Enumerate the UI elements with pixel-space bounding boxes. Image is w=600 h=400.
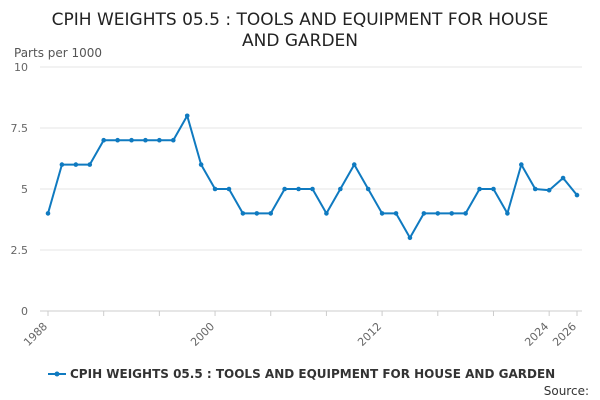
y-tick-labels: 0 2.5 5 7.5 10 — [11, 61, 29, 318]
data-point[interactable] — [310, 186, 315, 192]
data-point[interactable] — [421, 211, 427, 216]
y-axis-title: Parts per 1000 — [14, 46, 102, 60]
data-point[interactable] — [574, 192, 580, 198]
data-point[interactable] — [463, 211, 468, 216]
data-point[interactable] — [115, 137, 120, 143]
data-point[interactable] — [198, 162, 204, 167]
data-point[interactable] — [491, 186, 496, 192]
data-point[interactable] — [212, 186, 218, 192]
data-point[interactable] — [519, 162, 524, 167]
x-tick-label: 1988 — [21, 320, 50, 349]
data-point[interactable] — [560, 175, 566, 181]
grid-lines — [40, 66, 582, 316]
data-point[interactable] — [365, 186, 371, 192]
data-point[interactable] — [296, 186, 301, 192]
legend-label: CPIH WEIGHTS 05.5 : TOOLS AND EQUIPMENT … — [70, 367, 555, 381]
data-point[interactable] — [282, 186, 287, 192]
data-point[interactable] — [268, 211, 274, 216]
data-point[interactable] — [477, 186, 482, 192]
data-point[interactable] — [532, 186, 538, 192]
data-point[interactable] — [407, 235, 413, 241]
data-point[interactable] — [45, 211, 51, 216]
data-point[interactable] — [129, 137, 134, 143]
data-point[interactable] — [351, 162, 357, 167]
data-point[interactable] — [254, 211, 260, 216]
data-point[interactable] — [240, 211, 246, 216]
x-tick-label: 2000 — [188, 320, 217, 349]
x-tick-label: 2026 — [550, 320, 579, 349]
data-point[interactable] — [324, 211, 329, 216]
data-point[interactable] — [184, 113, 190, 119]
chart-title-line-2: AND GARDEN — [242, 31, 358, 51]
data-point[interactable] — [379, 211, 385, 216]
y-tick-label: 7.5 — [11, 122, 29, 135]
data-point[interactable] — [73, 162, 79, 167]
data-point[interactable] — [338, 186, 343, 192]
chart-title-line-1: CPIH WEIGHTS 05.5 : TOOLS AND EQUIPMENT … — [52, 10, 549, 30]
data-point[interactable] — [59, 162, 65, 167]
data-point[interactable] — [87, 162, 93, 167]
y-tick-label: 0 — [21, 305, 28, 318]
data-point[interactable] — [505, 211, 510, 216]
y-tick-label: 10 — [14, 61, 28, 74]
x-tick-label: 2012 — [355, 320, 384, 349]
data-point[interactable] — [546, 187, 552, 193]
legend-swatch-dot — [54, 371, 60, 377]
legend[interactable]: CPIH WEIGHTS 05.5 : TOOLS AND EQUIPMENT … — [48, 367, 555, 381]
data-point[interactable] — [157, 137, 162, 143]
data-point[interactable] — [170, 137, 176, 143]
series-layer — [45, 113, 580, 241]
y-tick-label: 5 — [21, 183, 28, 196]
data-point[interactable] — [143, 137, 148, 143]
data-point[interactable] — [226, 186, 232, 192]
series-line — [47, 114, 578, 239]
y-tick-label: 2.5 — [11, 244, 29, 257]
data-point[interactable] — [101, 137, 106, 143]
source-label: Source: — [544, 384, 589, 398]
x-tick-label: 2024 — [522, 320, 551, 349]
data-point[interactable] — [449, 211, 455, 216]
data-point[interactable] — [435, 211, 441, 216]
data-point[interactable] — [393, 211, 399, 216]
